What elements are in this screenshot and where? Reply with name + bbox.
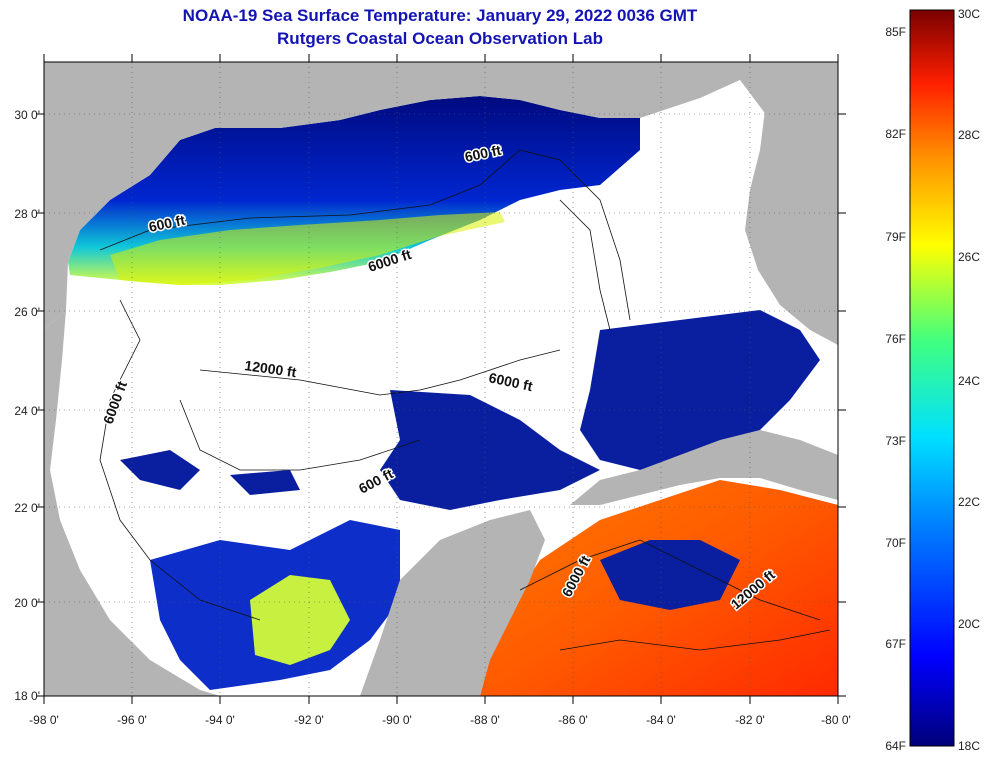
lat-tick-label: 30 0' — [14, 108, 40, 122]
colorbar-f-label: 67F — [885, 637, 906, 651]
lon-tick-label: -84 0' — [646, 713, 676, 727]
lat-tick-label: 22 0' — [14, 501, 40, 515]
lon-tick-label: -90 0' — [382, 713, 412, 727]
sst-yucatan-cold-patch — [600, 540, 740, 610]
land-us-gulf-coast — [44, 62, 838, 330]
colorbar-f-label: 79F — [885, 230, 906, 244]
colorbar-c-label: 26C — [958, 250, 980, 264]
lon-tick-label: -82 0' — [735, 713, 765, 727]
latitude-axis: 30 0' 28 0' 26 0' 24 0' 22 0' 20 0' 18 0… — [14, 108, 40, 703]
bathymetry-contours — [99, 149, 831, 651]
graticule — [44, 62, 838, 696]
colorbar-f-label: 85F — [885, 25, 906, 39]
map-subtitle: Rutgers Coastal Ocean Observation Lab — [277, 29, 603, 48]
temperature-colorbar: 85F 82F 79F 76F 73F 70F 67F 64F 30C 28C … — [885, 7, 980, 753]
lon-tick-label: -96 0' — [117, 713, 147, 727]
sst-northern-yellow-band — [110, 212, 505, 285]
colorbar-f-label: 76F — [885, 332, 906, 346]
lat-tick-label: 18 0' — [14, 689, 40, 703]
lat-tick-label: 20 0' — [14, 596, 40, 610]
colorbar-f-label: 64F — [885, 739, 906, 753]
lat-tick-label: 28 0' — [14, 207, 40, 221]
colorbar-c-label: 20C — [958, 617, 980, 631]
sst-campeche-yellow — [250, 575, 350, 665]
map-title: NOAA-19 Sea Surface Temperature: January… — [182, 6, 698, 25]
lon-tick-label: -88 0' — [470, 713, 500, 727]
land-florida-peninsula — [745, 62, 838, 345]
lat-tick-label: 26 0' — [14, 305, 40, 319]
map-canvas: 600 ft 600 ft 6000 ft 12000 ft 6000 ft 6… — [44, 62, 838, 696]
lat-tick-label: 24 0' — [14, 404, 40, 418]
colorbar-f-label: 82F — [885, 127, 906, 141]
lon-tick-label: -94 0' — [205, 713, 235, 727]
colorbar-f-label: 73F — [885, 434, 906, 448]
sst-central-patches — [120, 310, 820, 510]
colorbar-f-label: 70F — [885, 536, 906, 550]
colorbar-c-label: 18C — [958, 739, 980, 753]
colorbar-c-label: 28C — [958, 128, 980, 142]
lon-tick-label: -86 0' — [558, 713, 588, 727]
land-yucatan — [360, 510, 545, 696]
land-mexico — [44, 310, 220, 696]
longitude-axis: -98 0' -96 0' -94 0' -92 0' -90 0' -88 0… — [29, 713, 851, 727]
colorbar-c-label: 30C — [958, 7, 980, 21]
map-frame — [43, 61, 839, 697]
lon-tick-label: -92 0' — [294, 713, 324, 727]
colorbar-gradient — [909, 9, 955, 747]
land-cuba — [570, 430, 838, 505]
lon-tick-label: -80 0' — [821, 713, 851, 727]
axis-ticks — [36, 54, 846, 704]
colorbar-c-label: 24C — [958, 374, 980, 388]
colorbar-c-label: 22C — [958, 495, 980, 509]
lon-tick-label: -98 0' — [29, 713, 59, 727]
